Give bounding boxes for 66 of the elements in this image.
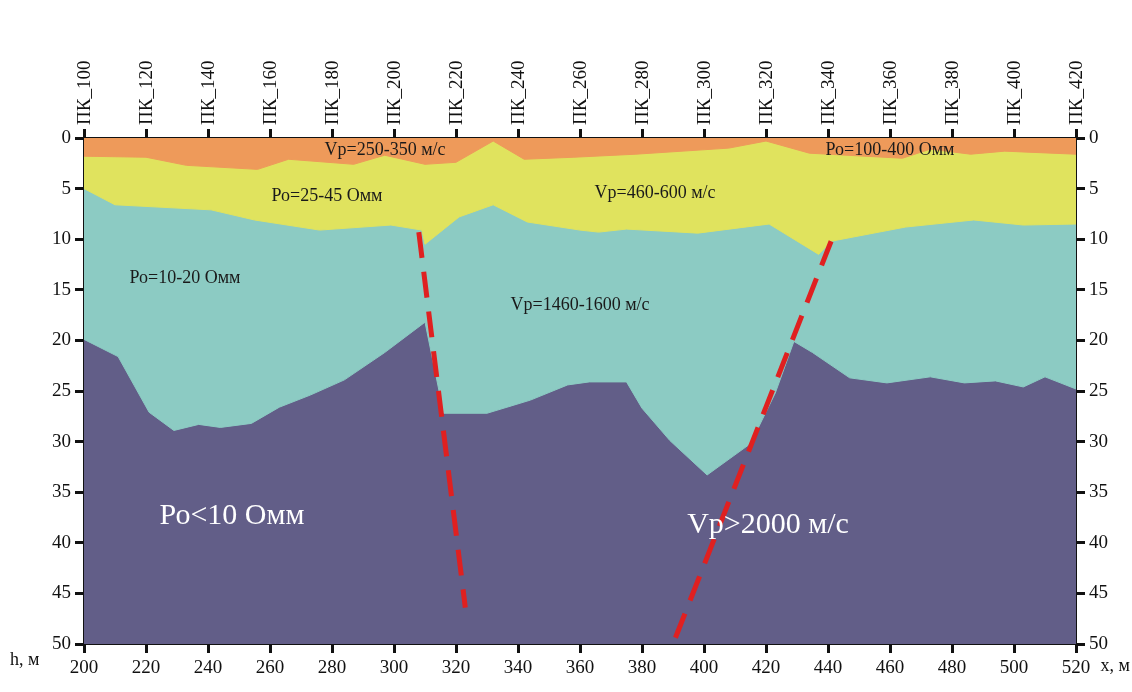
x-tick-label: 360: [565, 656, 595, 678]
x-tick-label: 220: [131, 656, 161, 678]
x2-tick-label: ПК_100: [73, 60, 95, 125]
x-tick-label: 260: [255, 656, 285, 678]
x-tick-label: 340: [503, 656, 533, 678]
y2-tick-label: 35: [1089, 480, 1108, 502]
x2-tick-label: ПК_340: [817, 60, 839, 125]
x-tick-label: 480: [937, 656, 967, 678]
annotation: Ро<10 Омм: [159, 496, 305, 530]
x2-tick-label: ПК_260: [569, 60, 591, 125]
x-axis-title: x, м: [1100, 654, 1130, 675]
x-tick-label: 380: [627, 656, 657, 678]
x2-tick-label: ПК_300: [693, 60, 715, 125]
x-tick-label: 280: [317, 656, 347, 678]
y2-tick-label: 45: [1089, 581, 1108, 603]
y-tick-label: 20: [52, 328, 71, 350]
y-tick-label: 45: [52, 581, 71, 603]
x2-tick-label: ПК_180: [321, 60, 343, 125]
x2-tick-label: ПК_320: [755, 60, 777, 125]
x-tick-label: 420: [751, 656, 781, 678]
annotation: Vp=1460-1600 м/с: [510, 293, 650, 314]
x2-tick-label: ПК_140: [197, 60, 219, 125]
x2-tick-label: ПК_280: [631, 60, 653, 125]
y-tick-label: 5: [61, 176, 71, 198]
y-tick-label: 10: [52, 227, 71, 249]
y2-tick-label: 25: [1089, 378, 1108, 400]
annotation: Ро=10-20 Омм: [129, 266, 241, 287]
y2-tick-label: 10: [1089, 227, 1108, 249]
x-tick-label: 400: [689, 656, 719, 678]
annotation: Ро=25-45 Омм: [271, 184, 383, 205]
x2-tick-label: ПК_360: [879, 60, 901, 125]
x-tick-label: 500: [999, 656, 1029, 678]
y2-tick-label: 20: [1089, 328, 1108, 350]
x-tick-label: 520: [1061, 656, 1091, 678]
x-tick-label: 200: [69, 656, 99, 678]
x-tick-label: 440: [813, 656, 843, 678]
y-tick-label: 25: [52, 378, 71, 400]
x2-tick-label: ПК_240: [507, 60, 529, 125]
x-tick-label: 240: [193, 656, 223, 678]
x-tick-label: 300: [379, 656, 409, 678]
x-tick-label: 320: [441, 656, 471, 678]
x2-tick-label: ПК_160: [259, 60, 281, 125]
y2-tick-label: 50: [1089, 631, 1108, 653]
annotation: Vp=250-350 м/с: [324, 138, 446, 159]
y2-tick-label: 5: [1089, 176, 1099, 198]
x2-tick-label: ПК_400: [1003, 60, 1025, 125]
y2-tick-label: 40: [1089, 530, 1108, 552]
y-tick-label: 30: [52, 429, 71, 451]
y-tick-label: 15: [52, 277, 71, 299]
annotation: Ро=100-400 Омм: [825, 138, 955, 159]
annotation: Vp=460-600 м/с: [594, 181, 716, 202]
y-tick-label: 0: [61, 125, 71, 147]
y2-tick-label: 0: [1089, 125, 1099, 147]
y-tick-label: 35: [52, 480, 71, 502]
y-tick-label: 50: [52, 631, 71, 653]
x2-tick-label: ПК_200: [383, 60, 405, 125]
x2-tick-label: ПК_420: [1065, 60, 1087, 125]
x2-tick-label: ПК_220: [445, 60, 467, 125]
x2-tick-label: ПК_380: [941, 60, 963, 125]
annotation: Vp>2000 м/с: [687, 505, 849, 539]
y-tick-label: 40: [52, 530, 71, 552]
y2-tick-label: 15: [1089, 277, 1108, 299]
y2-tick-label: 30: [1089, 429, 1108, 451]
y-axis-title: h, м: [10, 648, 40, 669]
x2-tick-label: ПК_120: [135, 60, 157, 125]
x-tick-label: 460: [875, 656, 905, 678]
